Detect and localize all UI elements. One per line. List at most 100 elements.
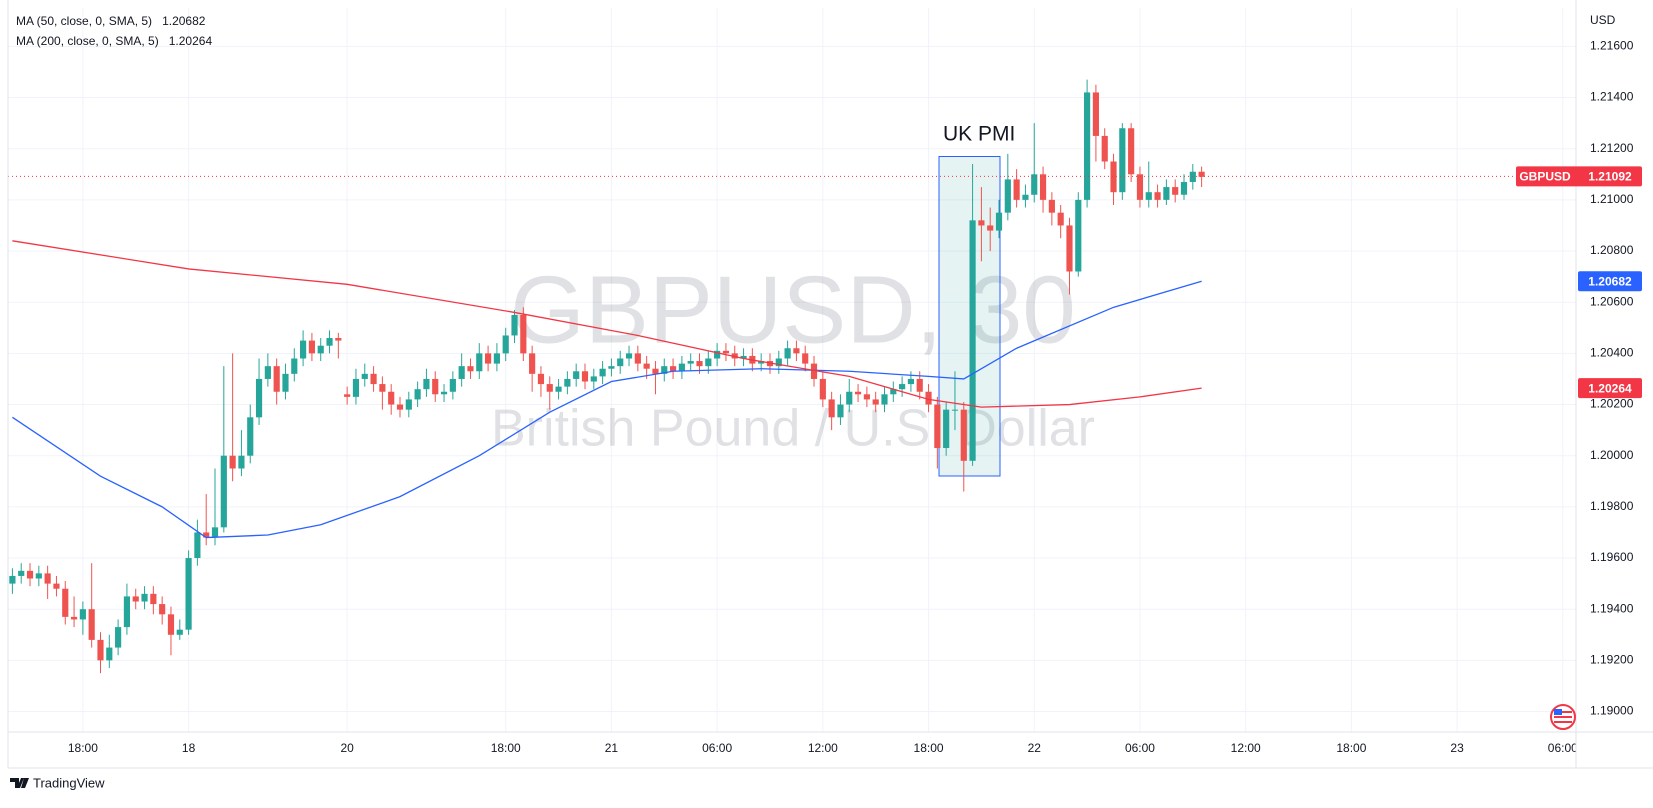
y-tick-label: 1.21400 xyxy=(1590,90,1634,104)
candle-body xyxy=(388,391,395,405)
candle-body xyxy=(758,361,765,364)
candle-body xyxy=(810,363,818,379)
y-tick-label: 1.20800 xyxy=(1590,243,1634,257)
candle-body xyxy=(194,532,201,559)
candle-body xyxy=(185,558,192,630)
x-tick-label: 18:00 xyxy=(1336,741,1366,755)
watermark-description: British Pound / U.S. Dollar xyxy=(491,400,1095,458)
candle-body xyxy=(943,409,950,449)
candle-body xyxy=(978,220,985,226)
last-price-value: 1.21092 xyxy=(1588,170,1632,184)
y-tick-label: 1.21000 xyxy=(1590,192,1634,206)
candle-body xyxy=(511,314,518,336)
candle-body xyxy=(44,573,51,584)
candle-body xyxy=(1057,212,1064,226)
candle-body xyxy=(167,614,175,635)
candle-body xyxy=(1101,135,1108,162)
candle-body xyxy=(1145,192,1152,200)
legend-name: MA (50, close, 0, SMA, 5) xyxy=(16,14,152,28)
candle-body xyxy=(440,391,448,395)
candle-body xyxy=(291,358,298,374)
x-tick-label: 20 xyxy=(340,741,354,755)
candle-body xyxy=(176,629,183,635)
candle-body xyxy=(70,616,78,620)
candle-body xyxy=(520,314,527,354)
candle-body xyxy=(890,389,897,395)
candle-body xyxy=(987,225,994,231)
candle-body xyxy=(405,399,412,410)
candle-body xyxy=(264,366,271,379)
ma-line xyxy=(12,280,1202,539)
candle-body xyxy=(784,348,791,359)
candle-body xyxy=(846,391,853,405)
ma-badge xyxy=(1578,378,1642,399)
x-tick-label: 06:00 xyxy=(1125,741,1155,755)
candle-body xyxy=(661,366,668,374)
grid xyxy=(8,8,1576,732)
x-tick-label: 23 xyxy=(1450,741,1464,755)
y-tick-label: 1.19200 xyxy=(1590,653,1634,667)
candle-body xyxy=(352,378,360,397)
candle-body xyxy=(775,358,782,367)
candle-body xyxy=(317,345,324,354)
y-tick-label: 1.19000 xyxy=(1590,704,1634,718)
y-tick-label: 1.20200 xyxy=(1590,397,1634,411)
y-tick-label: 1.19800 xyxy=(1590,499,1634,513)
x-tick-label: 18:00 xyxy=(914,741,944,755)
last-price-symbol: GBPUSD xyxy=(1519,170,1571,184)
x-tick-label: 21 xyxy=(605,741,619,755)
candle-body xyxy=(150,593,157,605)
candle-body xyxy=(1084,92,1091,200)
candle-body xyxy=(696,361,703,367)
candle-body xyxy=(449,378,456,392)
candle-body xyxy=(493,353,500,364)
candle-body xyxy=(714,350,721,359)
candle-body xyxy=(211,527,219,538)
candle-body xyxy=(722,350,730,354)
legend-value: 1.20682 xyxy=(162,14,206,28)
y-tick-label: 1.21600 xyxy=(1590,39,1634,53)
candle-body xyxy=(652,368,659,374)
candle-body xyxy=(802,353,809,364)
candle-body xyxy=(1031,174,1038,195)
candle-body xyxy=(308,340,315,354)
candle-body xyxy=(1066,225,1073,272)
candle-body xyxy=(238,455,245,469)
candle-body xyxy=(115,627,122,648)
candle-body xyxy=(300,340,307,359)
candle-body xyxy=(529,353,536,374)
ma-badge-label: 1.20264 xyxy=(1588,381,1632,395)
candle-body xyxy=(335,338,342,341)
currency-label: USD xyxy=(1590,13,1616,27)
x-tick-label: 18 xyxy=(182,741,196,755)
candle-body xyxy=(132,596,139,602)
candle-body xyxy=(1163,187,1170,200)
candle-body xyxy=(53,583,60,589)
candle-body xyxy=(203,532,210,538)
candle-body xyxy=(837,404,844,418)
candle-body xyxy=(608,366,615,369)
brand-logo xyxy=(10,778,29,788)
x-tick-label: 12:00 xyxy=(1231,741,1261,755)
candle-body xyxy=(1022,194,1029,200)
candle-body xyxy=(564,378,571,387)
candle-body xyxy=(555,386,562,392)
candle-body xyxy=(255,378,263,418)
candle-body xyxy=(97,639,104,661)
candle-body xyxy=(828,399,835,418)
legend-name: MA (200, close, 0, SMA, 5) xyxy=(16,34,159,48)
candle-body xyxy=(1110,161,1117,193)
candle-body xyxy=(537,373,545,385)
candle-body xyxy=(899,384,906,390)
candle-body xyxy=(854,391,862,395)
candle-body xyxy=(1092,92,1099,136)
candle-body xyxy=(819,378,826,400)
candle-body xyxy=(705,358,712,367)
legend-value: 1.20264 xyxy=(169,34,213,48)
candle-body xyxy=(9,575,16,584)
x-tick-label: 06:00 xyxy=(702,741,732,755)
candle-body xyxy=(916,378,923,392)
